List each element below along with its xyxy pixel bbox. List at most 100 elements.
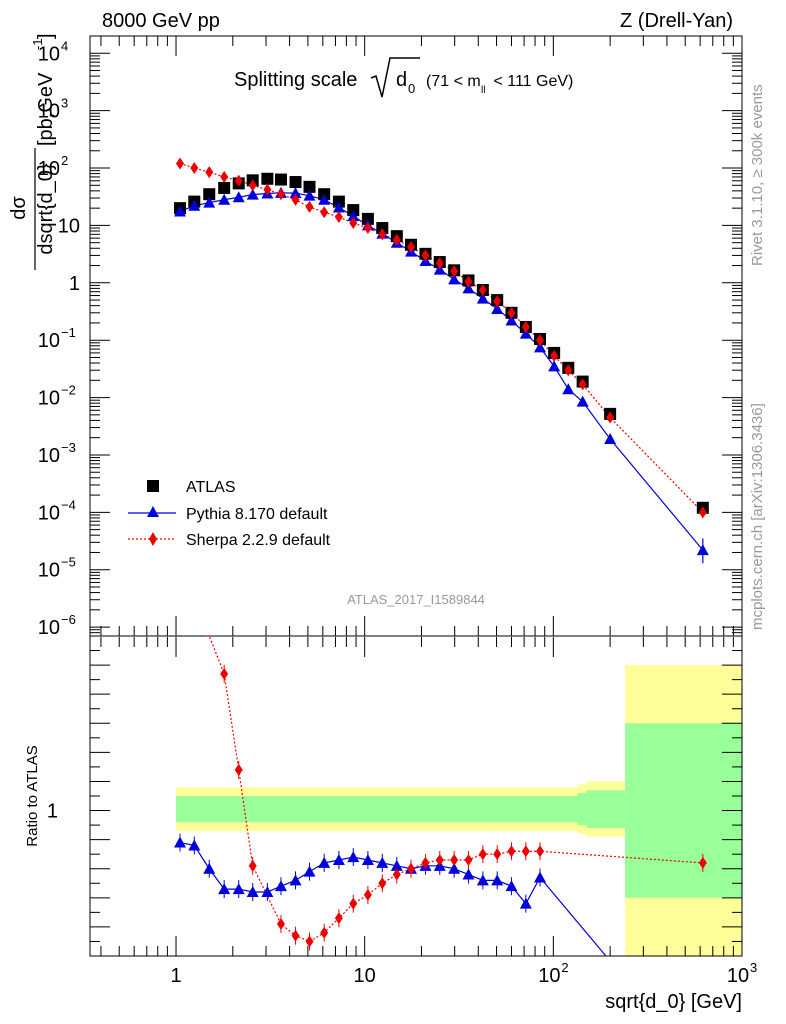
pythia-marker [604, 432, 617, 444]
atlas-marker [274, 173, 287, 186]
y-tick-label-exp: 3 [61, 96, 68, 111]
pythia-marker [390, 859, 403, 871]
pythia-marker [274, 880, 287, 892]
sherpa-marker [493, 295, 502, 308]
header-left: 8000 GeV pp [102, 10, 220, 32]
band-inner [176, 796, 578, 823]
sherpa-marker [536, 334, 545, 347]
y-tick-label: 10 [38, 388, 60, 410]
legend-sherpa-label: Sherpa 2.2.9 default [186, 532, 331, 549]
sherpa-marker [291, 193, 300, 206]
series-markers [174, 157, 709, 948]
sherpa-marker [406, 862, 415, 875]
pythia-marker [462, 868, 475, 880]
pythia-marker [548, 360, 561, 372]
sherpa-marker [190, 162, 199, 175]
pythia-marker [246, 886, 259, 897]
y-tick-label: 10 [38, 330, 60, 352]
pythia-marker [347, 210, 360, 222]
ratio-tick-label: 1 [47, 801, 58, 823]
atlas-marker [289, 176, 302, 189]
sherpa-marker [276, 188, 285, 201]
pythia-marker [332, 854, 345, 865]
title-cut-end: < 111 GeV) [489, 73, 573, 90]
sherpa-marker [349, 217, 358, 230]
atlas-marker [203, 188, 216, 201]
title-var-sub: 0 [408, 81, 415, 96]
sherpa-marker [291, 929, 300, 942]
ylabel-num: dσ [8, 196, 30, 220]
sherpa-marker [320, 926, 329, 939]
x-axis-label: sqrt{d_0} [GeV] [605, 991, 742, 1013]
y-tick-label-exp: −3 [61, 440, 76, 455]
pythia-marker [174, 205, 187, 217]
sherpa-marker [606, 411, 615, 424]
side-rivet-label: Rivet 3.1.10, ≥ 300k events [749, 84, 766, 266]
y-tick-label: 10 [38, 445, 60, 467]
band-inner [577, 793, 587, 826]
sherpa-marker [263, 183, 272, 196]
pythia-marker [505, 314, 518, 326]
sherpa-marker [320, 206, 329, 219]
sherpa-marker [698, 506, 707, 519]
pythia-marker [318, 193, 331, 205]
sherpa-marker [334, 211, 343, 224]
sherpa-marker [493, 848, 502, 861]
sherpa-marker [305, 935, 314, 948]
legend-atlas-label: ATLAS [186, 479, 236, 496]
pythia-marker [361, 854, 374, 865]
sherpa-marker [464, 854, 473, 866]
title-main: Splitting scale [234, 69, 357, 91]
pythia-marker [203, 196, 216, 208]
y-tick-label: 10 [38, 43, 60, 65]
sherpa-marker [450, 265, 459, 278]
pythia-marker [347, 851, 360, 863]
pythia-marker [534, 871, 547, 883]
x-tick-label-exp: 3 [750, 960, 757, 975]
pythia-marker [562, 383, 575, 395]
pythia-marker [232, 883, 245, 895]
legend-pythia-marker [147, 506, 159, 517]
pythia-marker [303, 865, 316, 877]
sherpa-marker [521, 845, 530, 858]
ratio-ylabel: Ratio to ATLAS [24, 745, 41, 846]
sherpa-marker [392, 233, 401, 246]
atlas-marker [303, 180, 316, 193]
pythia-marker [318, 856, 331, 868]
sherpa-marker [248, 179, 257, 192]
title-cut: (71 < m [426, 73, 481, 90]
atlas-marker [347, 204, 360, 217]
ylabel-den: dsqrt{d_0} [35, 163, 57, 255]
sherpa-marker [435, 854, 444, 866]
pythia-marker [376, 856, 389, 868]
sherpa-marker [305, 200, 314, 213]
legend-atlas-marker [147, 480, 159, 492]
y-tick-label: 1 [69, 273, 80, 295]
pythia-marker [261, 886, 274, 897]
sherpa-marker [507, 845, 516, 858]
sherpa-marker [220, 170, 229, 183]
sherpa-marker [363, 222, 372, 235]
y-tick-label-exp: −1 [61, 325, 76, 340]
header-right: Z (Drell-Yan) [620, 10, 733, 32]
ratio-uncertainty-bands [176, 665, 742, 956]
y-tick-label: 10 [38, 502, 60, 524]
sherpa-marker [507, 306, 516, 319]
series-lines [179, 162, 704, 957]
sherpa-marker [478, 283, 487, 296]
sherpa-marker [176, 157, 185, 170]
y-tick-label-exp: 2 [61, 153, 68, 168]
atlas-marker [361, 212, 374, 225]
pythia-marker [476, 874, 489, 886]
y-tick-label-exp: 4 [61, 38, 68, 53]
x-tick-label: 1 [170, 965, 181, 987]
pythia-marker [188, 839, 201, 851]
title-var: d [396, 69, 407, 91]
pythia-marker [519, 897, 532, 909]
pythia-marker [303, 189, 316, 201]
x-tick-label: 10 [538, 965, 560, 987]
sherpa-marker [478, 848, 487, 861]
sherpa-marker [349, 897, 358, 910]
y-tick-label-exp: −6 [61, 612, 76, 627]
sherpa-marker [435, 257, 444, 270]
